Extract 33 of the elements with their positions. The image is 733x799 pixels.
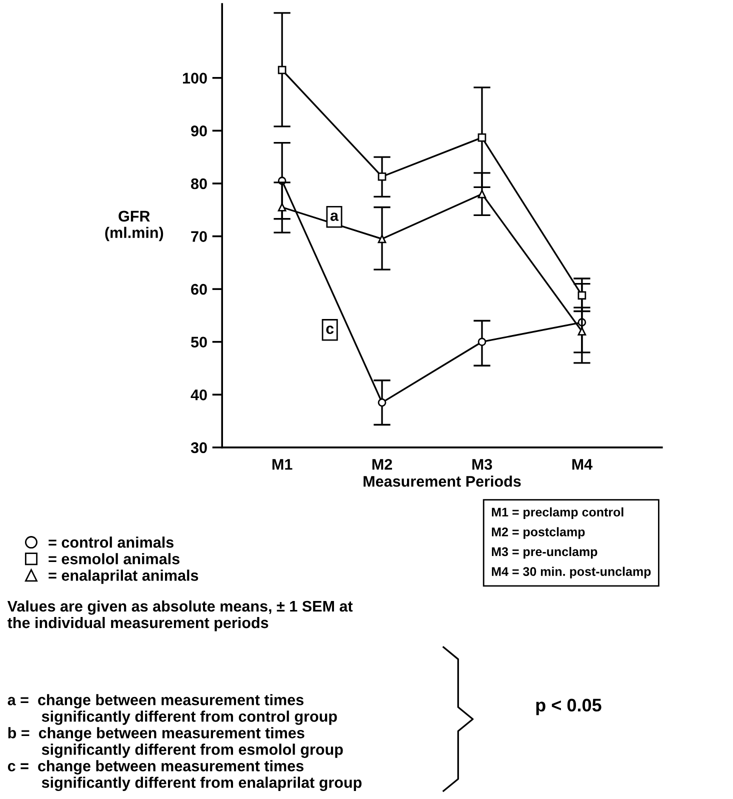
point: [378, 398, 386, 407]
point: [378, 172, 386, 181]
x-tick-label: M3: [472, 458, 492, 470]
annotation: c: [326, 326, 334, 334]
y-tick-label: 100: [182, 72, 207, 84]
point: [578, 327, 586, 336]
legend-label: = enalaprilat animals: [48, 570, 198, 584]
x-tick-label: M4: [572, 459, 592, 470]
y-tick-label: 70: [191, 231, 207, 242]
x-axis-title: Measurement Periods: [364, 476, 521, 487]
annotation: a: [330, 212, 339, 221]
x-tick-label: M1: [272, 459, 292, 470]
y-tick-label: 40: [190, 390, 207, 400]
point: [478, 338, 486, 346]
point: [578, 291, 586, 300]
y-tick-label: 50: [190, 336, 207, 348]
y-tick-label: 60: [191, 284, 207, 295]
point: [278, 203, 286, 212]
point: [278, 66, 286, 74]
legend-label: = esmolol animals: [48, 553, 180, 564]
text: p < 0.05: [536, 698, 602, 716]
x-tick-label: M2: [372, 458, 392, 470]
text: a = change between measurement times significantly different from control group b = change between measurement times significantly different from esmolol group c = change between measurement times significantly different from enalaprilat group: [8, 694, 362, 792]
y-tick-label: 30: [190, 442, 207, 454]
y-tick-label: 80: [191, 178, 207, 190]
point: [478, 190, 486, 198]
y-tick-label: 90: [191, 126, 207, 136]
text: Values are given as absolute means, ± 1 SEM at the individual measurement periods: [7, 600, 353, 632]
text: M1 = preclamp control M2 = postclamp M3 = pre-unclamp M4 = 30 min. post-unclamp: [492, 507, 651, 578]
y-axis-title: GFR (ml.min): [105, 210, 164, 242]
legend-label: = control animals: [48, 536, 174, 548]
point: [378, 234, 386, 244]
point: [478, 133, 486, 142]
